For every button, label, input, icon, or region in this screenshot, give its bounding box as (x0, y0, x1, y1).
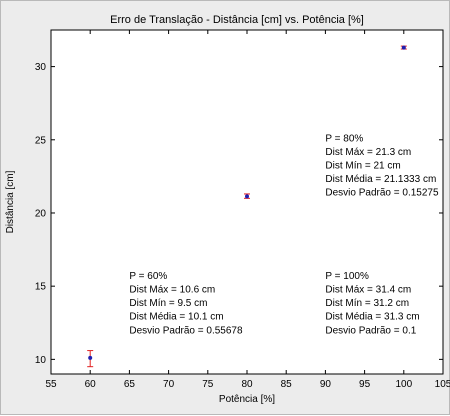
data-marks (87, 45, 407, 368)
x-axis-label: Potência [%] (219, 394, 275, 405)
annotation-line: Dist Média = 21.1333 cm (325, 174, 436, 185)
annotation-line: Desvio Padrão = 0.1 (325, 325, 416, 336)
annotation-line: Desvio Padrão = 0.15275 (325, 188, 439, 199)
data-point (88, 355, 93, 360)
plot-area (50, 29, 444, 375)
annotation-line: Dist Máx = 31.4 cm (325, 284, 411, 295)
x-tick-label: 85 (281, 379, 293, 390)
data-point (245, 194, 249, 199)
annotation-line: Dist Média = 31.3 cm (325, 312, 419, 323)
x-tick-label: 80 (241, 379, 253, 390)
annotation-line: Desvio Padrão = 0.55678 (129, 325, 243, 336)
annotation-line: Dist Mín = 31.2 cm (325, 298, 409, 309)
data-point (401, 45, 406, 50)
axis-ticks: 55 60 65 70 75 80 85 90 95 100 105 10 15 20 25 30 (35, 30, 450, 390)
y-tick-label: 25 (35, 135, 47, 146)
annotation-line: Dist Média = 10.1 cm (129, 312, 223, 323)
chart-title: Erro de Translação - Distância [cm] vs. … (110, 14, 364, 26)
annotation-line: P = 100% (325, 271, 369, 282)
annotation-line: Dist Máx = 21.3 cm (325, 147, 411, 158)
y-tick-label: 10 (35, 355, 47, 366)
x-tick-label: 55 (45, 379, 57, 390)
x-tick-label: 90 (320, 379, 332, 390)
annotations: P = 60% Dist Máx = 10.6 cm Dist Mín = 9.5 … (129, 133, 439, 336)
x-tick-label: 100 (395, 379, 412, 390)
y-axis-label: Distância [cm] (5, 170, 16, 233)
annotation-line: Dist Mín = 9.5 cm (129, 298, 207, 309)
x-tick-label: 65 (124, 379, 136, 390)
annotation-line: Dist Máx = 10.6 cm (129, 284, 215, 295)
annotation-line: P = 80% (325, 133, 363, 144)
y-tick-label: 20 (35, 208, 47, 219)
x-tick-label: 105 (435, 379, 450, 390)
x-tick-label: 75 (202, 379, 214, 390)
y-tick-label: 30 (35, 62, 47, 73)
y-tick-label: 15 (35, 282, 47, 293)
x-tick-label: 70 (163, 379, 175, 390)
annotation-line: Dist Mín = 21 cm (325, 160, 400, 171)
x-tick-label: 95 (359, 379, 371, 390)
x-tick-label: 60 (85, 379, 97, 390)
annotation-line: P = 60% (129, 271, 167, 282)
